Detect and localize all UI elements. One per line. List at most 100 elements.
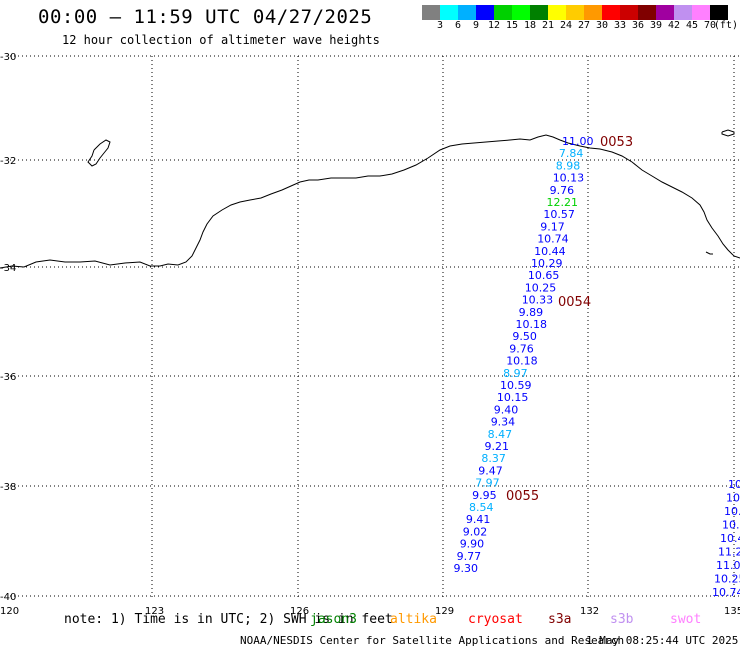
wave-height-value: 10.5 <box>722 519 740 532</box>
wave-height-value: 9.89 <box>519 306 544 319</box>
legend-swatch <box>638 5 656 20</box>
latitude-label: -36 <box>0 372 16 383</box>
latitude-label: -40 <box>0 592 16 603</box>
legend-label: 30 <box>595 20 609 31</box>
longitude-label: 120 <box>0 606 19 617</box>
latitude-label: -30 <box>0 52 16 63</box>
page-subtitle: 12 hour collection of altimeter wave hei… <box>62 33 380 47</box>
wave-height-value: 9.30 <box>454 562 479 575</box>
latitude-label: -38 <box>0 482 16 493</box>
wave-height-value: 9.76 <box>550 184 575 197</box>
grid-lines <box>10 55 740 600</box>
track-time-label: 0054 <box>558 295 591 310</box>
wave-height-value: 10.29 <box>531 257 563 270</box>
satellite-track-1: 11.007.848.9810.139.7612.2110.579.1710.7… <box>454 135 594 575</box>
wave-height-value: 7.97 <box>475 477 500 490</box>
axis-labels: -30 -32 -34 -36 -38 -40 120 123 126 129 132 135 <box>0 52 740 617</box>
satellite-name: s3b <box>610 612 634 627</box>
legend-label: 24 <box>559 20 573 31</box>
generated-date: 1 May 08:25:44 UTC 2025 <box>586 634 739 647</box>
color-legend <box>422 5 728 20</box>
wave-height-value: 10.33 <box>522 294 554 307</box>
longitude-label: 132 <box>580 606 599 617</box>
wave-height-value: 9.47 <box>478 464 503 477</box>
legend-label: 33 <box>613 20 627 31</box>
wave-height-value: 10.65 <box>528 269 560 282</box>
wave-height-value: 9.21 <box>485 440 510 453</box>
satellite-name: altika <box>390 612 437 627</box>
legend-label: 70 <box>703 20 717 31</box>
coastline <box>0 129 740 269</box>
legend-swatch <box>602 5 620 20</box>
wave-height-value: 8.47 <box>488 428 512 441</box>
footer-note: note: 1) Time is in UTC; 2) SWH is in fe… <box>64 612 393 627</box>
wave-height-value: 10.18 <box>506 355 538 368</box>
legend-label: 45 <box>685 20 699 31</box>
latitude-label: -32 <box>0 156 16 167</box>
wave-height-value: 9.40 <box>494 403 519 416</box>
legend-swatch <box>620 5 638 20</box>
legend-swatch <box>422 5 440 20</box>
legend-swatch <box>548 5 566 20</box>
satellite-name: s3a <box>548 612 572 627</box>
wave-height-value: 10.18 <box>516 318 548 331</box>
legend-swatch <box>710 5 728 20</box>
wave-height-value: 9.02 <box>463 525 488 538</box>
wave-height-value: 10.74 <box>537 233 569 246</box>
legend-swatch <box>584 5 602 20</box>
legend-swatch <box>674 5 692 20</box>
satellite-name: cryosat <box>468 612 523 627</box>
longitude-label: 135 <box>724 606 740 617</box>
wave-height-value: 9.76 <box>509 342 534 355</box>
satellite-name: swot <box>670 612 702 627</box>
longitude-label: 129 <box>435 606 454 617</box>
legend-label: 3 <box>436 20 444 31</box>
legend-label: 15 <box>505 20 519 31</box>
track-labels: 0053 0054 0055 <box>506 135 633 504</box>
wave-height-value: 10.4 <box>724 505 740 518</box>
legend-swatch <box>512 5 530 20</box>
page-title: 00:00 – 11:59 UTC 04/27/2025 <box>38 6 373 28</box>
legend-label: 36 <box>631 20 645 31</box>
wave-height-value: 10.25 <box>714 573 740 586</box>
wave-height-value: 10.74 <box>712 586 740 599</box>
legend-swatch <box>494 5 512 20</box>
latitude-label: -34 <box>0 263 16 274</box>
wave-height-value: 10.15 <box>497 391 529 404</box>
legend-swatch <box>656 5 674 20</box>
legend-swatch <box>692 5 710 20</box>
legend-swatch <box>440 5 458 20</box>
wave-height-value: 9.34 <box>491 416 516 429</box>
legend-label: 21 <box>541 20 555 31</box>
legend-swatch <box>566 5 584 20</box>
longitude-label: 126 <box>290 606 309 617</box>
wave-height-value: 10. <box>728 478 740 491</box>
wave-height-value: 10.25 <box>525 281 557 294</box>
wave-height-value: 8.98 <box>556 159 581 172</box>
legend-swatch <box>458 5 476 20</box>
wave-height-value: 10.43 <box>720 532 740 545</box>
wave-height-value: 11.00 <box>562 135 594 148</box>
wave-height-value: 8.97 <box>503 367 527 380</box>
wave-height-value: 8.37 <box>481 452 506 465</box>
wave-height-value: 8.54 <box>469 501 494 514</box>
legend-swatch <box>476 5 494 20</box>
credit-text: NOAA/NESDIS Center for Satellite Applica… <box>240 634 625 647</box>
wave-height-value: 9.17 <box>540 220 565 233</box>
track-time-label: 0053 <box>600 135 633 150</box>
wave-height-value: 11.01 <box>716 559 740 572</box>
wave-height-value: 10.57 <box>543 208 575 221</box>
track-time-label: 0055 <box>506 489 539 504</box>
legend-label: 18 <box>523 20 537 31</box>
legend-label: 6 <box>454 20 462 31</box>
legend-swatch <box>530 5 548 20</box>
satellite-name: jason3 <box>310 612 357 627</box>
legend-label: 12 <box>487 20 501 31</box>
legend-unit: (ft) <box>713 20 738 31</box>
legend-label: 39 <box>649 20 663 31</box>
wave-height-value: 9.50 <box>512 330 537 343</box>
wave-height-value: 11.23 <box>718 546 740 559</box>
longitude-label: 123 <box>145 606 164 617</box>
